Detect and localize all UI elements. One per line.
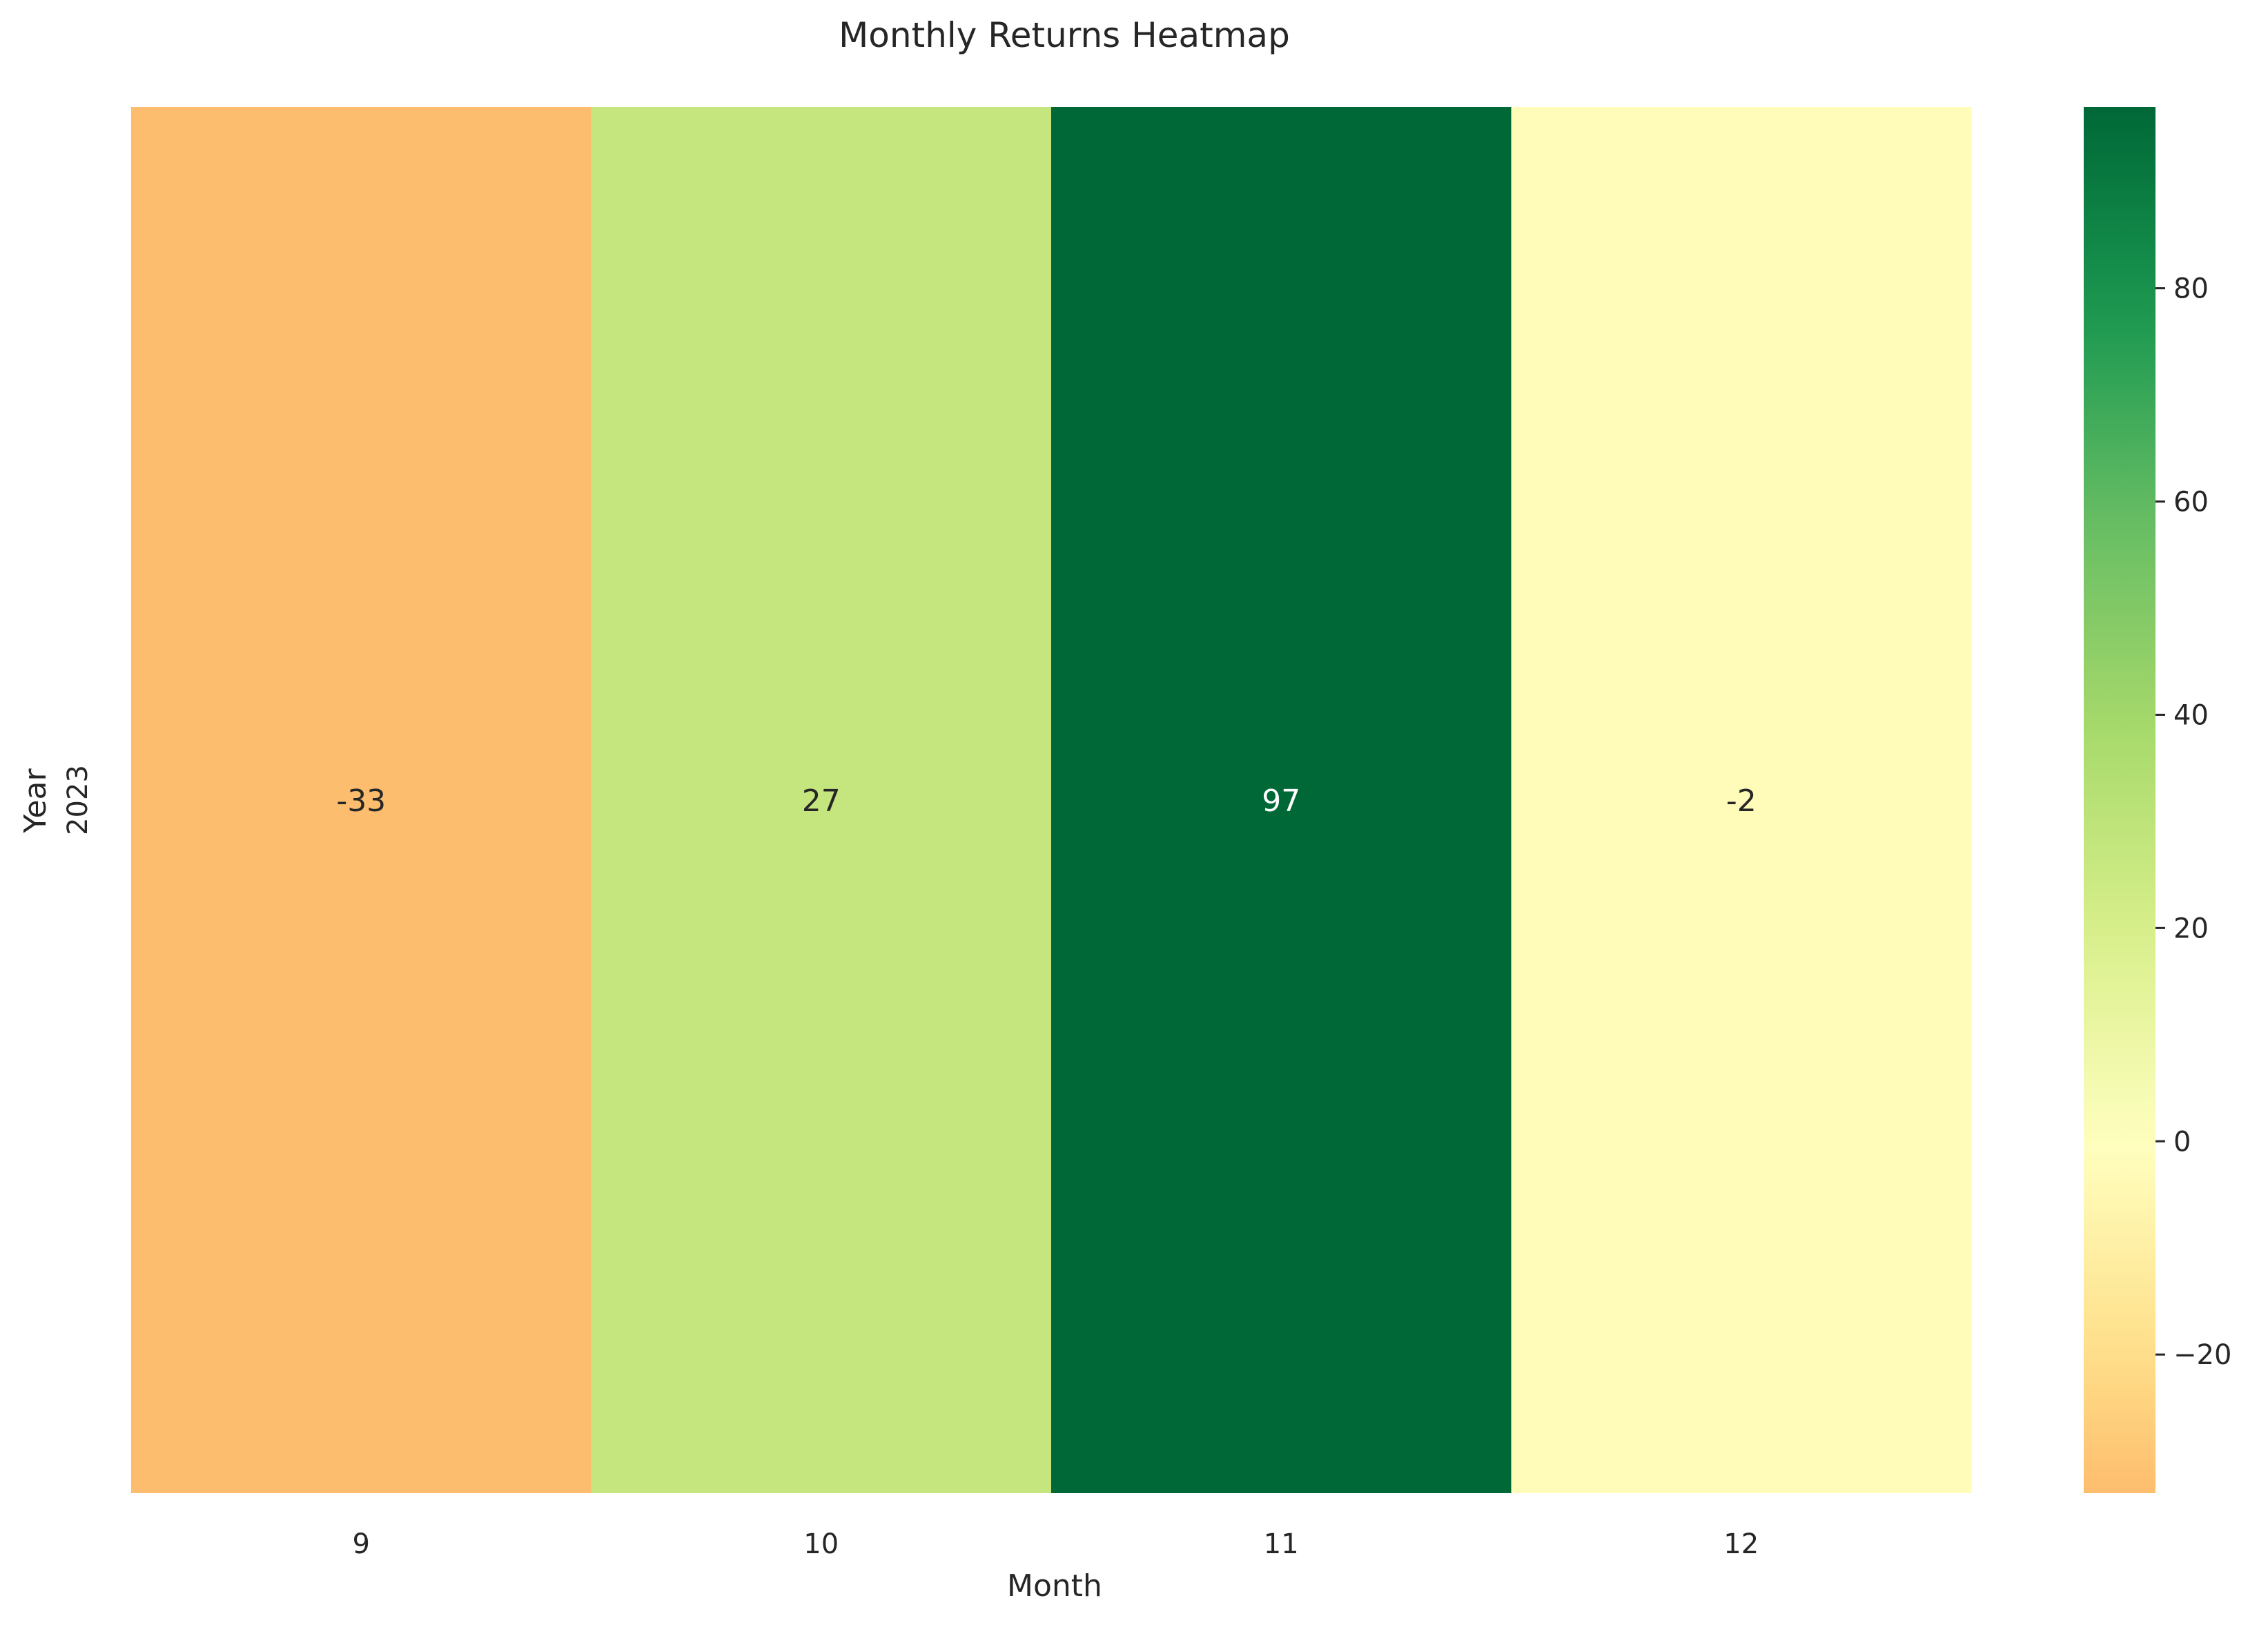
x-tick-label: 9 <box>353 1528 370 1560</box>
colorbar-tick-label: 80 <box>2173 273 2209 305</box>
colorbar-tick-label: 60 <box>2173 487 2209 518</box>
heatmap-cell <box>1511 107 1972 1493</box>
x-tick-label: 11 <box>1264 1528 1299 1560</box>
cell-value-label: 97 <box>1262 784 1300 819</box>
heatmap-cell <box>131 107 592 1493</box>
heatmap-cells <box>131 107 1972 1493</box>
x-tick-label: 10 <box>803 1528 839 1560</box>
colorbar <box>2084 107 2155 1493</box>
cell-value-label: -33 <box>336 784 386 819</box>
x-axis-ticks: 9 10 11 12 <box>353 1528 1759 1560</box>
colorbar-tick-label: 20 <box>2173 913 2209 944</box>
colorbar-tick-label: −20 <box>2173 1339 2231 1371</box>
y-axis-ticks: 2023 <box>62 765 94 835</box>
heatmap-cell <box>591 107 1052 1493</box>
x-axis-label: Month <box>1007 1568 1102 1604</box>
cell-value-label: 27 <box>802 784 841 819</box>
colorbar-tick-label: 0 <box>2173 1126 2191 1158</box>
chart-title: Monthly Returns Heatmap <box>839 15 1290 55</box>
heatmap-cell-labels: -33 27 97 -2 <box>336 784 1756 819</box>
y-tick-label: 2023 <box>62 765 94 835</box>
y-axis-label: Year <box>18 768 53 834</box>
cell-value-label: -2 <box>1726 784 1757 819</box>
x-tick-label: 12 <box>1723 1528 1759 1560</box>
colorbar-ticks: −20 0 20 40 60 80 <box>2155 273 2231 1371</box>
heatmap-cell <box>1051 107 1512 1493</box>
colorbar-tick-label: 40 <box>2173 699 2209 731</box>
